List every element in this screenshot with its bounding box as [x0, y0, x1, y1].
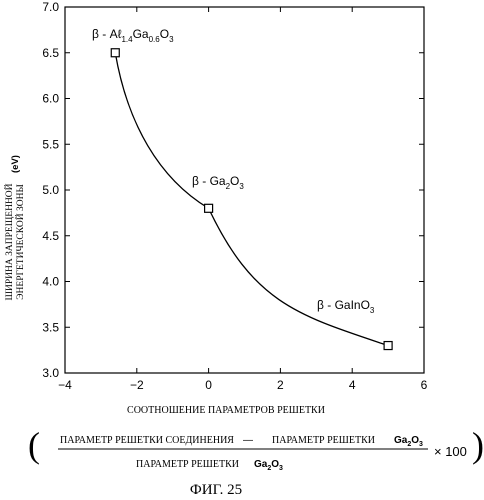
x-tick-label: 0: [205, 378, 212, 392]
data-point-marker: [384, 342, 392, 350]
lattice-ratio-formula: ( ПАРАМЕТР РЕШЕТКИ СОЕДИНЕНИЯ — ПАРАМЕТР…: [28, 425, 484, 472]
x-axis-label: СООТНОШЕНИЕ ПАРАМЕТРОВ РЕШЕТКИ: [127, 405, 325, 416]
formula-denominator-chem: Ga2O3: [254, 459, 283, 472]
formula-multiplier: × 100: [434, 444, 467, 459]
formula-minus: —: [243, 435, 253, 446]
formula-denominator: ПАРАМЕТР РЕШЕТКИ: [136, 459, 239, 470]
y-axis-label-group: ШИРИНА ЗАПРЕЩЕННОЙ ЭНЕРГЕТИЧЕСКОЙ ЗОНЫ (…: [3, 155, 26, 301]
x-tick-label: −2: [130, 378, 144, 392]
y-tick-label: 7.0: [42, 0, 59, 14]
y-tick-label: 5.5: [42, 137, 59, 151]
y-tick-label: 3.5: [42, 320, 59, 334]
y-axis-label-line2: ЭНЕРГЕТИЧЕСКОЙ ЗОНЫ: [14, 184, 26, 299]
x-tick-label: 6: [421, 378, 428, 392]
x-tick-label: 4: [349, 378, 356, 392]
data-point-marker: [205, 204, 213, 212]
data-point-marker: [111, 49, 119, 57]
x-tick-label: −4: [58, 378, 72, 392]
figure-caption: ФИГ. 25: [190, 482, 242, 498]
annotation-gaino3: β - GaInO3: [317, 298, 375, 315]
annotation-ga2o3: β - Ga2O3: [192, 174, 244, 191]
formula-right-paren: ): [472, 425, 484, 465]
y-tick-label: 6.0: [42, 92, 59, 106]
x-tick-label: 2: [277, 378, 284, 392]
formula-numerator-chem: Ga2O3: [394, 435, 423, 448]
y-axis-label-line1: ШИРИНА ЗАПРЕЩЕННОЙ: [3, 183, 15, 300]
y-tick-label: 4.5: [42, 229, 59, 243]
formula-numerator-left: ПАРАМЕТР РЕШЕТКИ СОЕДИНЕНИЯ: [60, 435, 234, 446]
annotation-al14ga06o3: β - Aℓ1.4Ga0.6O3: [92, 27, 174, 44]
plot-frame: [65, 7, 424, 373]
y-tick-label: 6.5: [42, 46, 59, 60]
y-axis-label-unit: (eV): [10, 155, 21, 173]
formula-numerator-right: ПАРАМЕТР РЕШЕТКИ: [272, 435, 375, 446]
y-tick-label: 5.0: [42, 183, 59, 197]
plot-axes: [65, 7, 424, 373]
axis-ticks: −4 −2 0 2 4 6 3.0 3.5 4.0 4.5 5.0 5.5 6.0 6.5 7.0: [42, 0, 427, 392]
y-tick-label: 3.0: [42, 366, 59, 380]
formula-left-paren: (: [28, 425, 40, 465]
y-tick-label: 4.0: [42, 275, 59, 289]
